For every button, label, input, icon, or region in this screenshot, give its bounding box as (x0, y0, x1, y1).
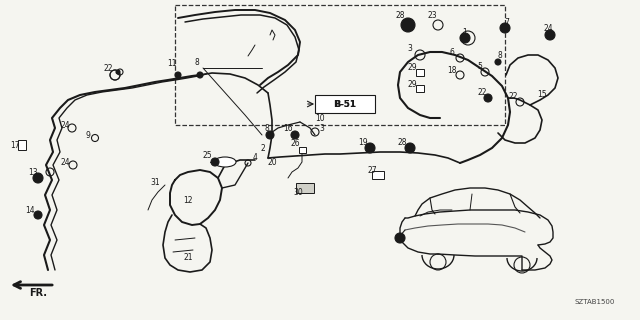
Circle shape (365, 143, 375, 153)
Text: B-51: B-51 (333, 100, 356, 108)
Text: 20: 20 (267, 157, 277, 166)
Circle shape (175, 72, 181, 78)
Text: 24: 24 (543, 23, 553, 33)
Bar (18, 140, 26, 150)
Text: 18: 18 (447, 66, 457, 75)
Text: 14: 14 (25, 205, 35, 214)
Text: 19: 19 (358, 138, 368, 147)
Text: 1: 1 (463, 28, 467, 36)
Circle shape (495, 59, 501, 65)
Circle shape (460, 33, 470, 43)
Text: 16: 16 (283, 124, 293, 132)
Text: 24: 24 (60, 157, 70, 166)
Text: 27: 27 (367, 165, 377, 174)
Ellipse shape (214, 157, 236, 167)
Text: 12: 12 (183, 196, 193, 204)
Bar (296, 183, 314, 193)
Bar (175, 5, 505, 125)
Text: 26: 26 (290, 139, 300, 148)
Circle shape (197, 72, 203, 78)
Circle shape (116, 70, 120, 74)
Bar (416, 84, 424, 92)
Circle shape (395, 233, 405, 243)
Text: 22: 22 (508, 92, 518, 100)
Text: 13: 13 (28, 167, 38, 177)
Circle shape (500, 23, 510, 33)
Text: 29: 29 (407, 79, 417, 89)
Text: 7: 7 (504, 18, 509, 27)
Text: 24: 24 (60, 121, 70, 130)
Text: 4: 4 (253, 153, 257, 162)
Circle shape (291, 131, 299, 139)
Circle shape (211, 158, 219, 166)
Text: SZTAB1500: SZTAB1500 (575, 299, 615, 305)
Text: 29: 29 (407, 62, 417, 71)
Circle shape (33, 173, 43, 183)
Text: 10: 10 (315, 114, 325, 123)
Text: 15: 15 (537, 90, 547, 99)
Text: 8: 8 (195, 58, 200, 67)
Text: 2: 2 (260, 143, 266, 153)
Text: 28: 28 (396, 11, 404, 20)
Text: 25: 25 (202, 150, 212, 159)
Text: 8: 8 (498, 51, 502, 60)
Circle shape (266, 131, 274, 139)
Bar (416, 68, 424, 76)
Text: 21: 21 (183, 253, 193, 262)
Circle shape (405, 143, 415, 153)
Circle shape (34, 211, 42, 219)
Text: 28: 28 (397, 138, 407, 147)
Text: 11: 11 (167, 59, 177, 68)
Text: 8: 8 (264, 124, 269, 132)
Text: 23: 23 (427, 11, 437, 20)
Text: 3: 3 (408, 44, 412, 52)
Text: 3: 3 (319, 124, 324, 132)
Text: 31: 31 (150, 178, 160, 187)
Circle shape (401, 18, 415, 32)
Text: 22: 22 (103, 63, 113, 73)
Text: 30: 30 (293, 188, 303, 196)
Text: 17: 17 (10, 140, 20, 149)
Text: 22: 22 (477, 87, 487, 97)
Text: B-51: B-51 (334, 100, 356, 108)
Circle shape (545, 30, 555, 40)
Text: 5: 5 (477, 61, 483, 70)
Bar (372, 171, 384, 179)
Text: 6: 6 (449, 47, 454, 57)
Text: FR.: FR. (29, 288, 47, 298)
Text: 9: 9 (86, 131, 90, 140)
Bar (298, 147, 305, 153)
Circle shape (484, 94, 492, 102)
Bar (315, 95, 375, 113)
